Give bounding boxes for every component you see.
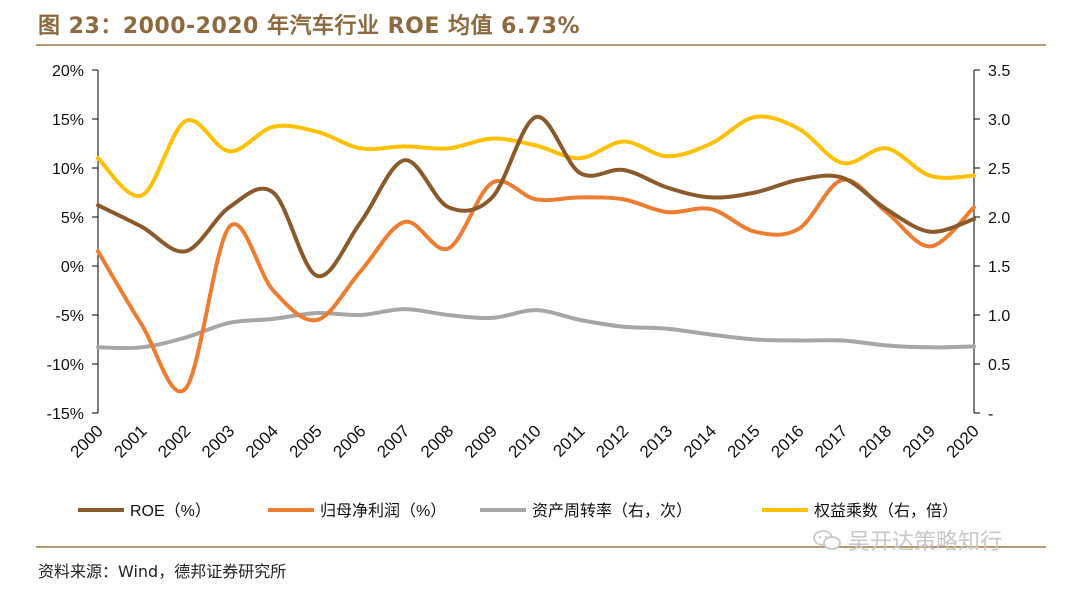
x-tick-label: 2001	[110, 421, 150, 461]
x-tick-label: 2017	[811, 421, 851, 461]
legend-label: 归母净利润（%）	[320, 502, 446, 520]
watermark: 吴开达策略知行	[812, 524, 1002, 556]
source-note: 资料来源：Wind，德邦证券研究所	[38, 562, 287, 581]
right-tick-label: -	[988, 406, 993, 423]
x-tick-label: 2010	[505, 421, 545, 461]
series-layer	[96, 114, 976, 394]
x-tick-label: 2007	[373, 421, 413, 461]
bottom-rule	[36, 546, 1046, 548]
left-tick-label: -5%	[56, 308, 84, 325]
series-line-1	[96, 177, 976, 394]
series-line-0	[96, 114, 976, 279]
x-tick-label: 2011	[549, 421, 588, 460]
x-tick-label: 2015	[724, 421, 764, 461]
left-tick-label: 20%	[52, 63, 84, 80]
right-tick-label: 0.5	[988, 357, 1010, 374]
left-tick-label: 10%	[52, 161, 84, 178]
watermark-text: 吴开达策略知行	[848, 530, 1003, 555]
x-tick-label: 2008	[417, 421, 457, 461]
right-tick-label: 1.5	[988, 259, 1010, 276]
x-tick-label: 2005	[286, 421, 326, 461]
legend: ROE（%） 归母净利润（%） 资产周转率（右，次） 权益乘数（右，倍）	[78, 502, 958, 520]
x-tick-label: 2018	[855, 421, 895, 461]
legend-label: ROE（%）	[130, 502, 211, 520]
wechat-icon	[813, 530, 841, 550]
x-axis: 2000 2001 2002 2003 2004 2005 2006 2007 2008 2009…	[67, 421, 983, 461]
legend-label: 资产周转率（右，次）	[532, 502, 692, 520]
right-tick-label: 2.5	[988, 161, 1010, 178]
left-tick-label: -15%	[47, 406, 84, 423]
x-tick-label: 2012	[592, 421, 632, 461]
right-tick-label: 2.0	[988, 210, 1010, 227]
series-line-3	[96, 114, 976, 198]
legend-label: 权益乘数（右，倍）	[814, 502, 958, 520]
x-tick-label: 2009	[461, 421, 501, 461]
x-tick-label: 2019	[899, 421, 939, 461]
x-tick-label: 2002	[154, 421, 194, 461]
top-rule	[36, 44, 1046, 46]
x-tick-label: 2014	[680, 421, 720, 461]
x-tick-label: 2003	[198, 421, 238, 461]
x-tick-label: 2004	[242, 421, 282, 461]
x-tick-label: 2016	[767, 421, 807, 461]
x-tick-label: 2000	[67, 421, 107, 461]
right-tick-label: 1.0	[988, 308, 1010, 325]
right-tick-label: 3.0	[988, 112, 1010, 129]
left-tick-label: -10%	[47, 357, 84, 374]
right-tick-label: 3.5	[988, 63, 1010, 80]
left-tick-label: 15%	[52, 112, 84, 129]
series-line-2	[96, 307, 976, 351]
left-axis: -15% -10% -5% 0% 5% 10% 15% 20%	[47, 63, 99, 423]
figure-title: 图 23：2000-2020 年汽车行业 ROE 均值 6.73%	[38, 14, 580, 39]
x-tick-label: 2006	[329, 421, 369, 461]
right-axis: - 0.5 1.0 1.5 2.0 2.5 3.0 3.5	[973, 63, 1010, 423]
x-tick-label: 2013	[636, 421, 676, 461]
left-tick-label: 0%	[61, 259, 84, 276]
x-tick-label: 2020	[943, 421, 983, 461]
left-tick-label: 5%	[61, 210, 84, 227]
